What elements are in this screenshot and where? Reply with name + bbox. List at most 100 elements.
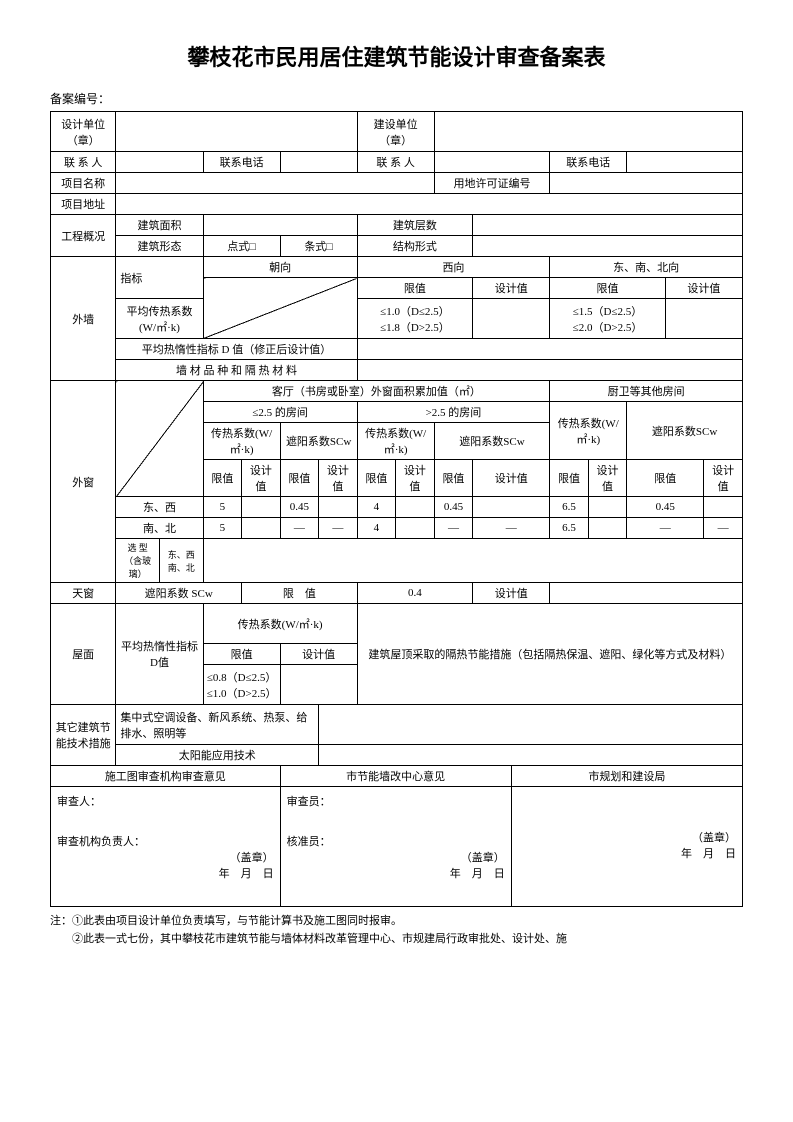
field-build-area[interactable] <box>203 215 357 236</box>
h-limit-4: 限值 <box>434 460 473 497</box>
label-window: 外窗 <box>51 381 116 583</box>
skylight-04: 0.4 <box>357 583 473 604</box>
field-wall-mat[interactable] <box>357 360 742 381</box>
field-build-unit[interactable] <box>434 112 742 152</box>
field-contact-2[interactable] <box>434 152 550 173</box>
wall-k-esn-design[interactable] <box>665 299 742 339</box>
label-esn: 东、南、北向 <box>550 257 743 278</box>
label-review-org: 施工图审查机构审查意见 <box>51 766 281 787</box>
wall-k-west-design[interactable] <box>473 299 550 339</box>
ew-d3[interactable] <box>396 497 435 518</box>
ew-d1[interactable] <box>242 497 281 518</box>
label-skylight: 天窗 <box>51 583 116 604</box>
label-k-le25: 传热系数(W/㎡·k) <box>203 423 280 460</box>
label-wall-mat: 墙 材 品 种 和 隔 热 材 料 <box>116 360 357 381</box>
ew-d5[interactable] <box>588 497 627 518</box>
sig-block-1[interactable]: 审查人： 审查机构负责人： （盖章）年 月 日 <box>51 787 281 907</box>
field-structure[interactable] <box>473 236 743 257</box>
label-skylight-sc: 遮阳系数 SCw <box>116 583 242 604</box>
label-avg-d: 平均热惰性指标 D 值（修正后设计值） <box>116 339 357 360</box>
ew-d2[interactable] <box>319 497 358 518</box>
h-design-1: 设计值 <box>242 460 281 497</box>
label-limit-w: 限值 <box>357 278 473 299</box>
label-skylight-design: 设计值 <box>473 583 550 604</box>
sn-d2[interactable] <box>396 518 435 539</box>
label-roof-measure: 建筑屋顶采取的隔热节能措施（包括隔热保温、遮阳、绿化等方式及材料） <box>357 604 742 705</box>
row-sn: 南、北 <box>116 518 203 539</box>
label-form: 建筑形态 <box>116 236 203 257</box>
sn-dash4: — <box>473 518 550 539</box>
h-design-5: 设计值 <box>588 460 627 497</box>
label-phone-1: 联系电话 <box>203 152 280 173</box>
label-gt25: >2.5 的房间 <box>357 402 550 423</box>
label-skylight-limit: 限 值 <box>242 583 358 604</box>
h-limit-2: 限值 <box>280 460 319 497</box>
ew-d6[interactable] <box>704 497 743 518</box>
sn-d1[interactable] <box>242 518 281 539</box>
field-contact-1[interactable] <box>116 152 203 173</box>
sn-dash5: — <box>627 518 704 539</box>
label-limit-e: 限值 <box>550 278 666 299</box>
label-floors: 建筑层数 <box>357 215 473 236</box>
label-other-room: 厨卫等其他房间 <box>550 381 743 402</box>
label-le25: ≤2.5 的房间 <box>203 402 357 423</box>
sig-block-3[interactable]: （盖章）年 月 日 <box>511 787 742 907</box>
row-ew: 东、西 <box>116 497 203 518</box>
label-planning: 市规划和建设局 <box>511 766 742 787</box>
field-project-name[interactable] <box>116 173 434 194</box>
h-limit-3: 限值 <box>357 460 396 497</box>
roof-k-design[interactable] <box>280 665 357 705</box>
page-title: 攀枝花市民用居住建筑节能设计审查备案表 <box>50 40 743 72</box>
sn-dash3: — <box>434 518 473 539</box>
label-design-unit: 设计单位（章） <box>51 112 116 152</box>
label-overview: 工程概况 <box>51 215 116 257</box>
sn-v1: 5 <box>203 518 242 539</box>
sel-ew-sn: 东、西南、北 <box>159 539 203 583</box>
sn-dash1: — <box>280 518 319 539</box>
h-limit-6: 限值 <box>627 460 704 497</box>
label-project-name: 项目名称 <box>51 173 116 194</box>
field-solar[interactable] <box>319 745 743 766</box>
field-sel-glass[interactable] <box>203 539 742 583</box>
label-land-permit: 用地许可证编号 <box>434 173 550 194</box>
record-number-label: 备案编号： <box>50 90 743 107</box>
field-land-permit[interactable] <box>550 173 743 194</box>
ew-d4[interactable] <box>473 497 550 518</box>
wall-k-west-limit: ≤1.0（D≤2.5）≤1.8（D>2.5） <box>357 299 473 339</box>
label-k-other: 传热系数(W/㎡·k) <box>550 402 627 460</box>
field-skylight-design[interactable] <box>550 583 743 604</box>
field-project-addr[interactable] <box>116 194 743 215</box>
wall-k-esn-limit: ≤1.5（D≤2.5）≤2.0（D>2.5） <box>550 299 666 339</box>
label-avg-k: 平均传热系数(W/㎡·k) <box>116 299 203 339</box>
sn-v2: 4 <box>357 518 396 539</box>
label-sc-other: 遮阳系数SCw <box>627 402 743 460</box>
h-design-2: 设计值 <box>319 460 358 497</box>
checkbox-point[interactable]: 点式□ <box>203 236 280 257</box>
label-build-unit: 建设单位（章） <box>357 112 434 152</box>
sn-d3[interactable] <box>588 518 627 539</box>
label-indicator: 指标 <box>116 257 203 299</box>
label-solar: 太阳能应用技术 <box>116 745 319 766</box>
diag-cell-window <box>116 381 203 497</box>
field-avg-d[interactable] <box>357 339 742 360</box>
field-floors[interactable] <box>473 215 743 236</box>
field-other-tech-1[interactable] <box>319 705 743 745</box>
label-other-tech-1: 集中式空调设备、新风系统、热泵、给排水、照明等 <box>116 705 319 745</box>
label-roof-d: 平均热惰性指标 D值 <box>116 604 203 705</box>
h-design-6: 设计值 <box>704 460 743 497</box>
field-phone-1[interactable] <box>280 152 357 173</box>
label-roof-k: 传热系数(W/㎡·k) <box>203 604 357 644</box>
checkbox-bar[interactable]: 条式□ <box>280 236 357 257</box>
label-orientation: 朝向 <box>203 257 357 278</box>
label-contact-2: 联 系 人 <box>357 152 434 173</box>
label-sc-le25: 遮阳系数SCw <box>280 423 357 460</box>
label-structure: 结构形式 <box>357 236 473 257</box>
diag-cell-wall <box>203 278 357 339</box>
ew-v2: 0.45 <box>280 497 319 518</box>
field-design-unit[interactable] <box>116 112 357 152</box>
h-design-3: 设计值 <box>396 460 435 497</box>
sig-block-2[interactable]: 审查员： 核准员： （盖章）年 月 日 <box>280 787 511 907</box>
label-project-addr: 项目地址 <box>51 194 116 215</box>
field-phone-2[interactable] <box>627 152 743 173</box>
label-wall: 外墙 <box>51 257 116 381</box>
